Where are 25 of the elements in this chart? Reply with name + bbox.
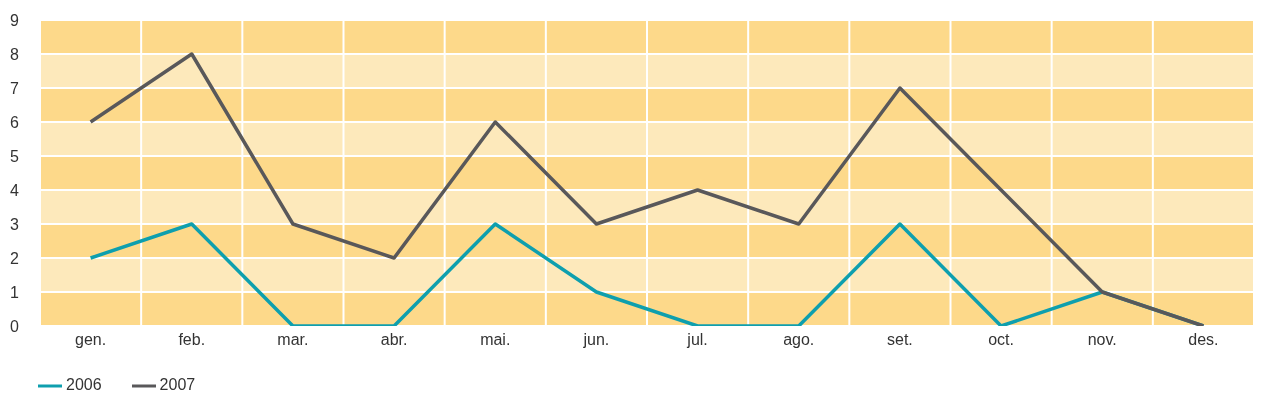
line-series [88, 52, 1206, 326]
x-tick-label: feb. [178, 331, 206, 349]
x-tick-label: mai. [480, 331, 511, 349]
x-tick-label: jul. [686, 331, 708, 349]
x-tick-label: ago. [783, 331, 815, 349]
legend-label: 2006 [66, 376, 102, 394]
x-tick-label: des. [1188, 331, 1219, 349]
x-tick-label: nov. [1087, 331, 1117, 349]
y-tick-label: 3 [10, 215, 19, 233]
x-tick-label: jun. [582, 331, 610, 349]
x-tick-label: oct. [988, 331, 1014, 349]
y-tick-label: 1 [10, 283, 19, 301]
y-tick-label: 4 [10, 181, 19, 199]
y-tick-label: 6 [10, 113, 19, 131]
y-tick-label: 9 [10, 11, 19, 29]
legend-label: 2007 [159, 376, 196, 394]
x-tick-label: gen. [75, 331, 107, 349]
y-tick-label: 8 [10, 45, 19, 63]
x-tick-label: mar. [277, 331, 309, 349]
y-tick-label: 7 [10, 79, 19, 97]
y-tick-label: 2 [10, 249, 19, 267]
x-tick-label: abr. [380, 331, 408, 349]
y-tick-label: 0 [10, 317, 19, 335]
x-tick-label: set. [887, 331, 913, 349]
y-tick-label: 5 [10, 147, 19, 165]
